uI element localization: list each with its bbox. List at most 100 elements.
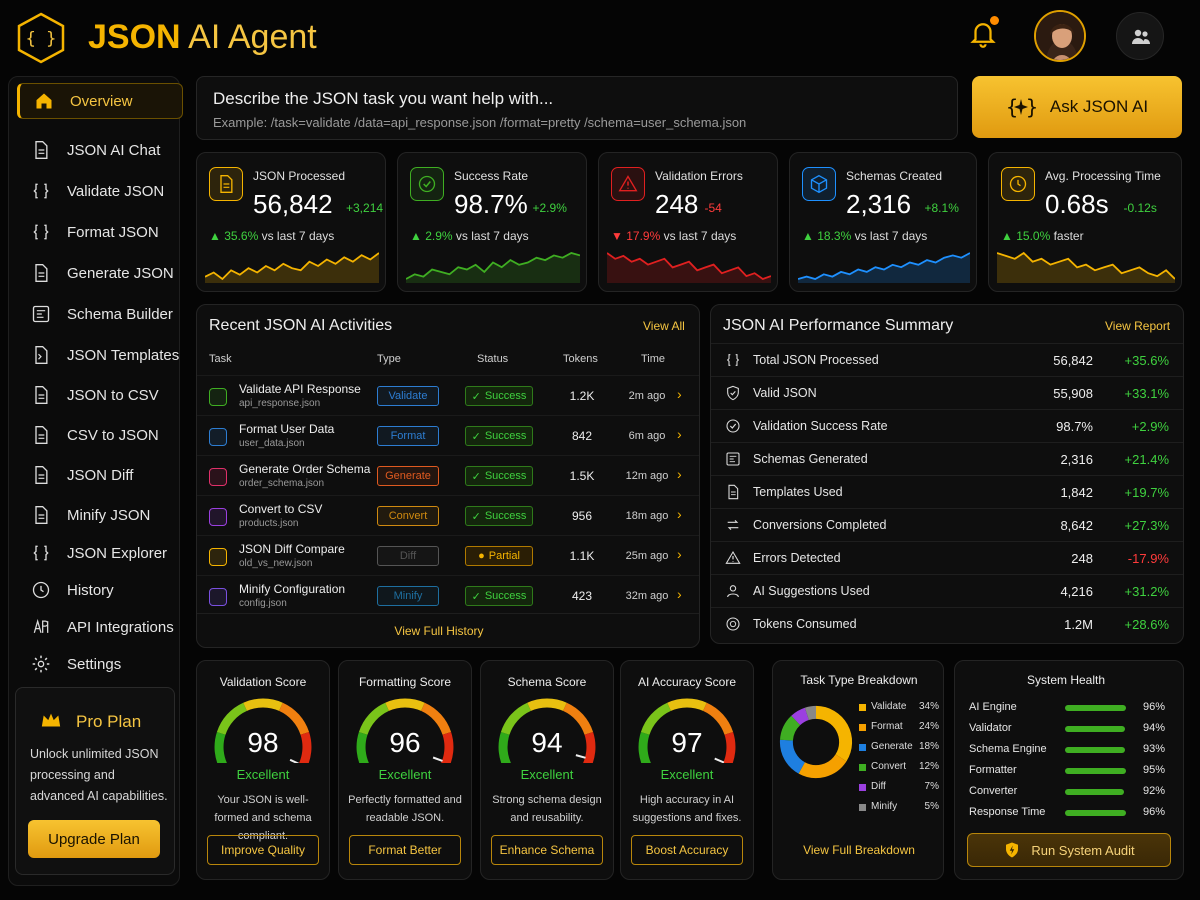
upgrade-plan-button[interactable]: Upgrade Plan: [28, 820, 160, 858]
perf-label: Schemas Generated: [753, 452, 868, 466]
score-label: Excellent: [236, 767, 290, 782]
sidebar-item-validate-json[interactable]: Validate JSON: [17, 173, 183, 209]
sidebar-item-json-templates[interactable]: JSON Templates: [17, 337, 183, 373]
chevron-right-icon[interactable]: ›: [677, 506, 682, 522]
breakdown-item-generate: Generate 18%: [859, 741, 939, 757]
health-label: AI Engine: [969, 701, 1017, 713]
task-input[interactable]: Describe the JSON task you want help wit…: [196, 76, 958, 140]
chevron-right-icon[interactable]: ›: [677, 386, 682, 402]
stat-subline: ▲ 15.0% faster: [1001, 229, 1084, 243]
perf-delta: -17.9%: [1127, 551, 1169, 566]
score-value: 96: [389, 727, 421, 758]
bell-icon[interactable]: [968, 18, 998, 48]
sidebar-item-minify-json[interactable]: Minify JSON: [17, 497, 183, 533]
perf-value: 56,842: [1053, 353, 1093, 368]
stat-value: 0.68s: [1045, 189, 1109, 219]
health-bar: [1065, 726, 1126, 732]
score-action-button[interactable]: Format Better: [349, 835, 461, 865]
task-file-icon: [209, 548, 227, 566]
table-row[interactable]: Convert to CSV products.json Convert ✓ Succe…: [197, 495, 699, 535]
view-full-breakdown-link[interactable]: View Full Breakdown: [803, 843, 915, 857]
run-system-audit-button[interactable]: Run System Audit: [967, 833, 1171, 867]
chevron-right-icon[interactable]: ›: [677, 546, 682, 562]
donut-slice-convert: [779, 715, 801, 742]
sidebar-item-settings[interactable]: Settings: [17, 646, 183, 682]
sidebar-item-schema-builder[interactable]: Schema Builder: [17, 296, 183, 332]
ask-json-ai-button[interactable]: { } Ask JSON AI: [972, 76, 1182, 138]
perf-delta: +31.2%: [1124, 584, 1169, 599]
stat-value: 2,316: [846, 189, 912, 219]
users-button[interactable]: [1116, 12, 1164, 60]
sidebar-item-generate-json[interactable]: Generate JSON: [17, 255, 183, 291]
score-label: Excellent: [378, 767, 432, 782]
system-health-card: System Health AI Engine 96% Validator 94% Sc…: [954, 660, 1184, 880]
sidebar-item-history[interactable]: History: [17, 572, 183, 608]
task-file-icon: [209, 388, 227, 406]
type-badge: Minify: [377, 586, 439, 606]
header-tokens: Tokens: [563, 353, 598, 365]
stat-sparkline: [798, 252, 970, 283]
performance-summary-card: JSON AI Performance Summary View Report …: [710, 304, 1184, 644]
warning-icon: [618, 175, 638, 192]
chevron-right-icon[interactable]: ›: [677, 586, 682, 602]
health-value: 96%: [1142, 806, 1165, 818]
sidebar-item-json-diff[interactable]: JSON Diff: [17, 457, 183, 493]
table-row[interactable]: Format User Data user_data.json Format ✓ Suc…: [197, 415, 699, 455]
health-label: Converter: [969, 785, 1018, 797]
score-title: Formatting Score: [358, 675, 452, 689]
chevron-right-icon[interactable]: ›: [677, 466, 682, 482]
sidebar-item-label: JSON Templates: [67, 346, 180, 364]
document-icon: [35, 141, 48, 159]
task-name: Format User Data: [239, 422, 335, 436]
table-row[interactable]: Generate Order Schema order_schema.json Ge…: [197, 455, 699, 495]
perf-row-tokens-consumed: Tokens Consumed 1.2M +28.6%: [711, 607, 1183, 640]
stat-label: Success Rate: [454, 169, 529, 183]
sidebar-item-csv-to-json[interactable]: CSV to JSON: [17, 417, 183, 453]
svg-text:{: {: [1006, 95, 1018, 119]
table-row[interactable]: Minify Configuration config.json Minify ✓ Su…: [197, 575, 699, 615]
health-bar: [1065, 810, 1127, 816]
cube-icon: [810, 174, 828, 194]
stat-sparkline: [997, 251, 1175, 283]
sidebar-item-json-explorer[interactable]: JSON Explorer: [17, 535, 183, 571]
chevron-right-icon[interactable]: ›: [677, 426, 682, 442]
task-type-breakdown-card: Task Type Breakdown Validate 34% Format 24%…: [772, 660, 944, 880]
sidebar-item-json-to-csv[interactable]: JSON to CSV: [17, 377, 183, 413]
table-row[interactable]: JSON Diff Compare old_vs_new.json Diff ● Par…: [197, 535, 699, 575]
tokens-value: 1.2K: [569, 389, 595, 403]
sidebar-item-format-json[interactable]: Format JSON: [17, 214, 183, 250]
sidebar-item-overview[interactable]: Overview: [17, 83, 183, 119]
braces-icon: [33, 545, 49, 561]
notification-dot: [990, 16, 999, 25]
perf-delta: +21.4%: [1124, 452, 1169, 467]
perf-delta: +35.6%: [1124, 353, 1169, 368]
type-badge: Validate: [377, 386, 439, 406]
document-icon: [220, 175, 233, 193]
legend-swatch: [859, 804, 866, 811]
perf-value: 1.2M: [1064, 617, 1093, 632]
sidebar-item-json-ai-chat[interactable]: JSON AI Chat: [17, 132, 183, 168]
view-report-link[interactable]: View Report: [1105, 319, 1171, 333]
api-icon: [33, 618, 49, 634]
sidebar-item-api-integrations[interactable]: API Integrations: [17, 609, 183, 645]
view-all-link[interactable]: View All: [643, 319, 685, 333]
tokens-value: 1.1K: [569, 549, 595, 563]
sidebar-item-label: Validate JSON: [67, 182, 165, 200]
table-row[interactable]: Validate API Response api_response.json Va…: [197, 375, 699, 415]
avatar[interactable]: [1034, 10, 1086, 62]
stat-icon-box: [209, 167, 243, 201]
score-title: Validation Score: [219, 675, 307, 689]
score-action-button[interactable]: Boost Accuracy: [631, 835, 743, 865]
score-gauge: [356, 698, 454, 763]
score-action-button[interactable]: Improve Quality: [207, 835, 319, 865]
view-full-history-link[interactable]: View Full History: [394, 624, 484, 638]
health-bar: [1065, 705, 1127, 711]
legend-swatch: [859, 704, 866, 711]
score-action-button[interactable]: Enhance Schema: [491, 835, 603, 865]
time-value: 2m ago: [628, 390, 666, 402]
score-desc: High accuracy in AI suggestions and fixe…: [632, 794, 742, 824]
users-icon: [1132, 29, 1150, 44]
task-input-title: Describe the JSON task you want help wit…: [213, 89, 554, 108]
health-label: Schema Engine: [969, 743, 1047, 755]
stat-card-validation-errors: Validation Errors 248 -54 ▼ 17.9% vs last 7…: [598, 152, 778, 292]
